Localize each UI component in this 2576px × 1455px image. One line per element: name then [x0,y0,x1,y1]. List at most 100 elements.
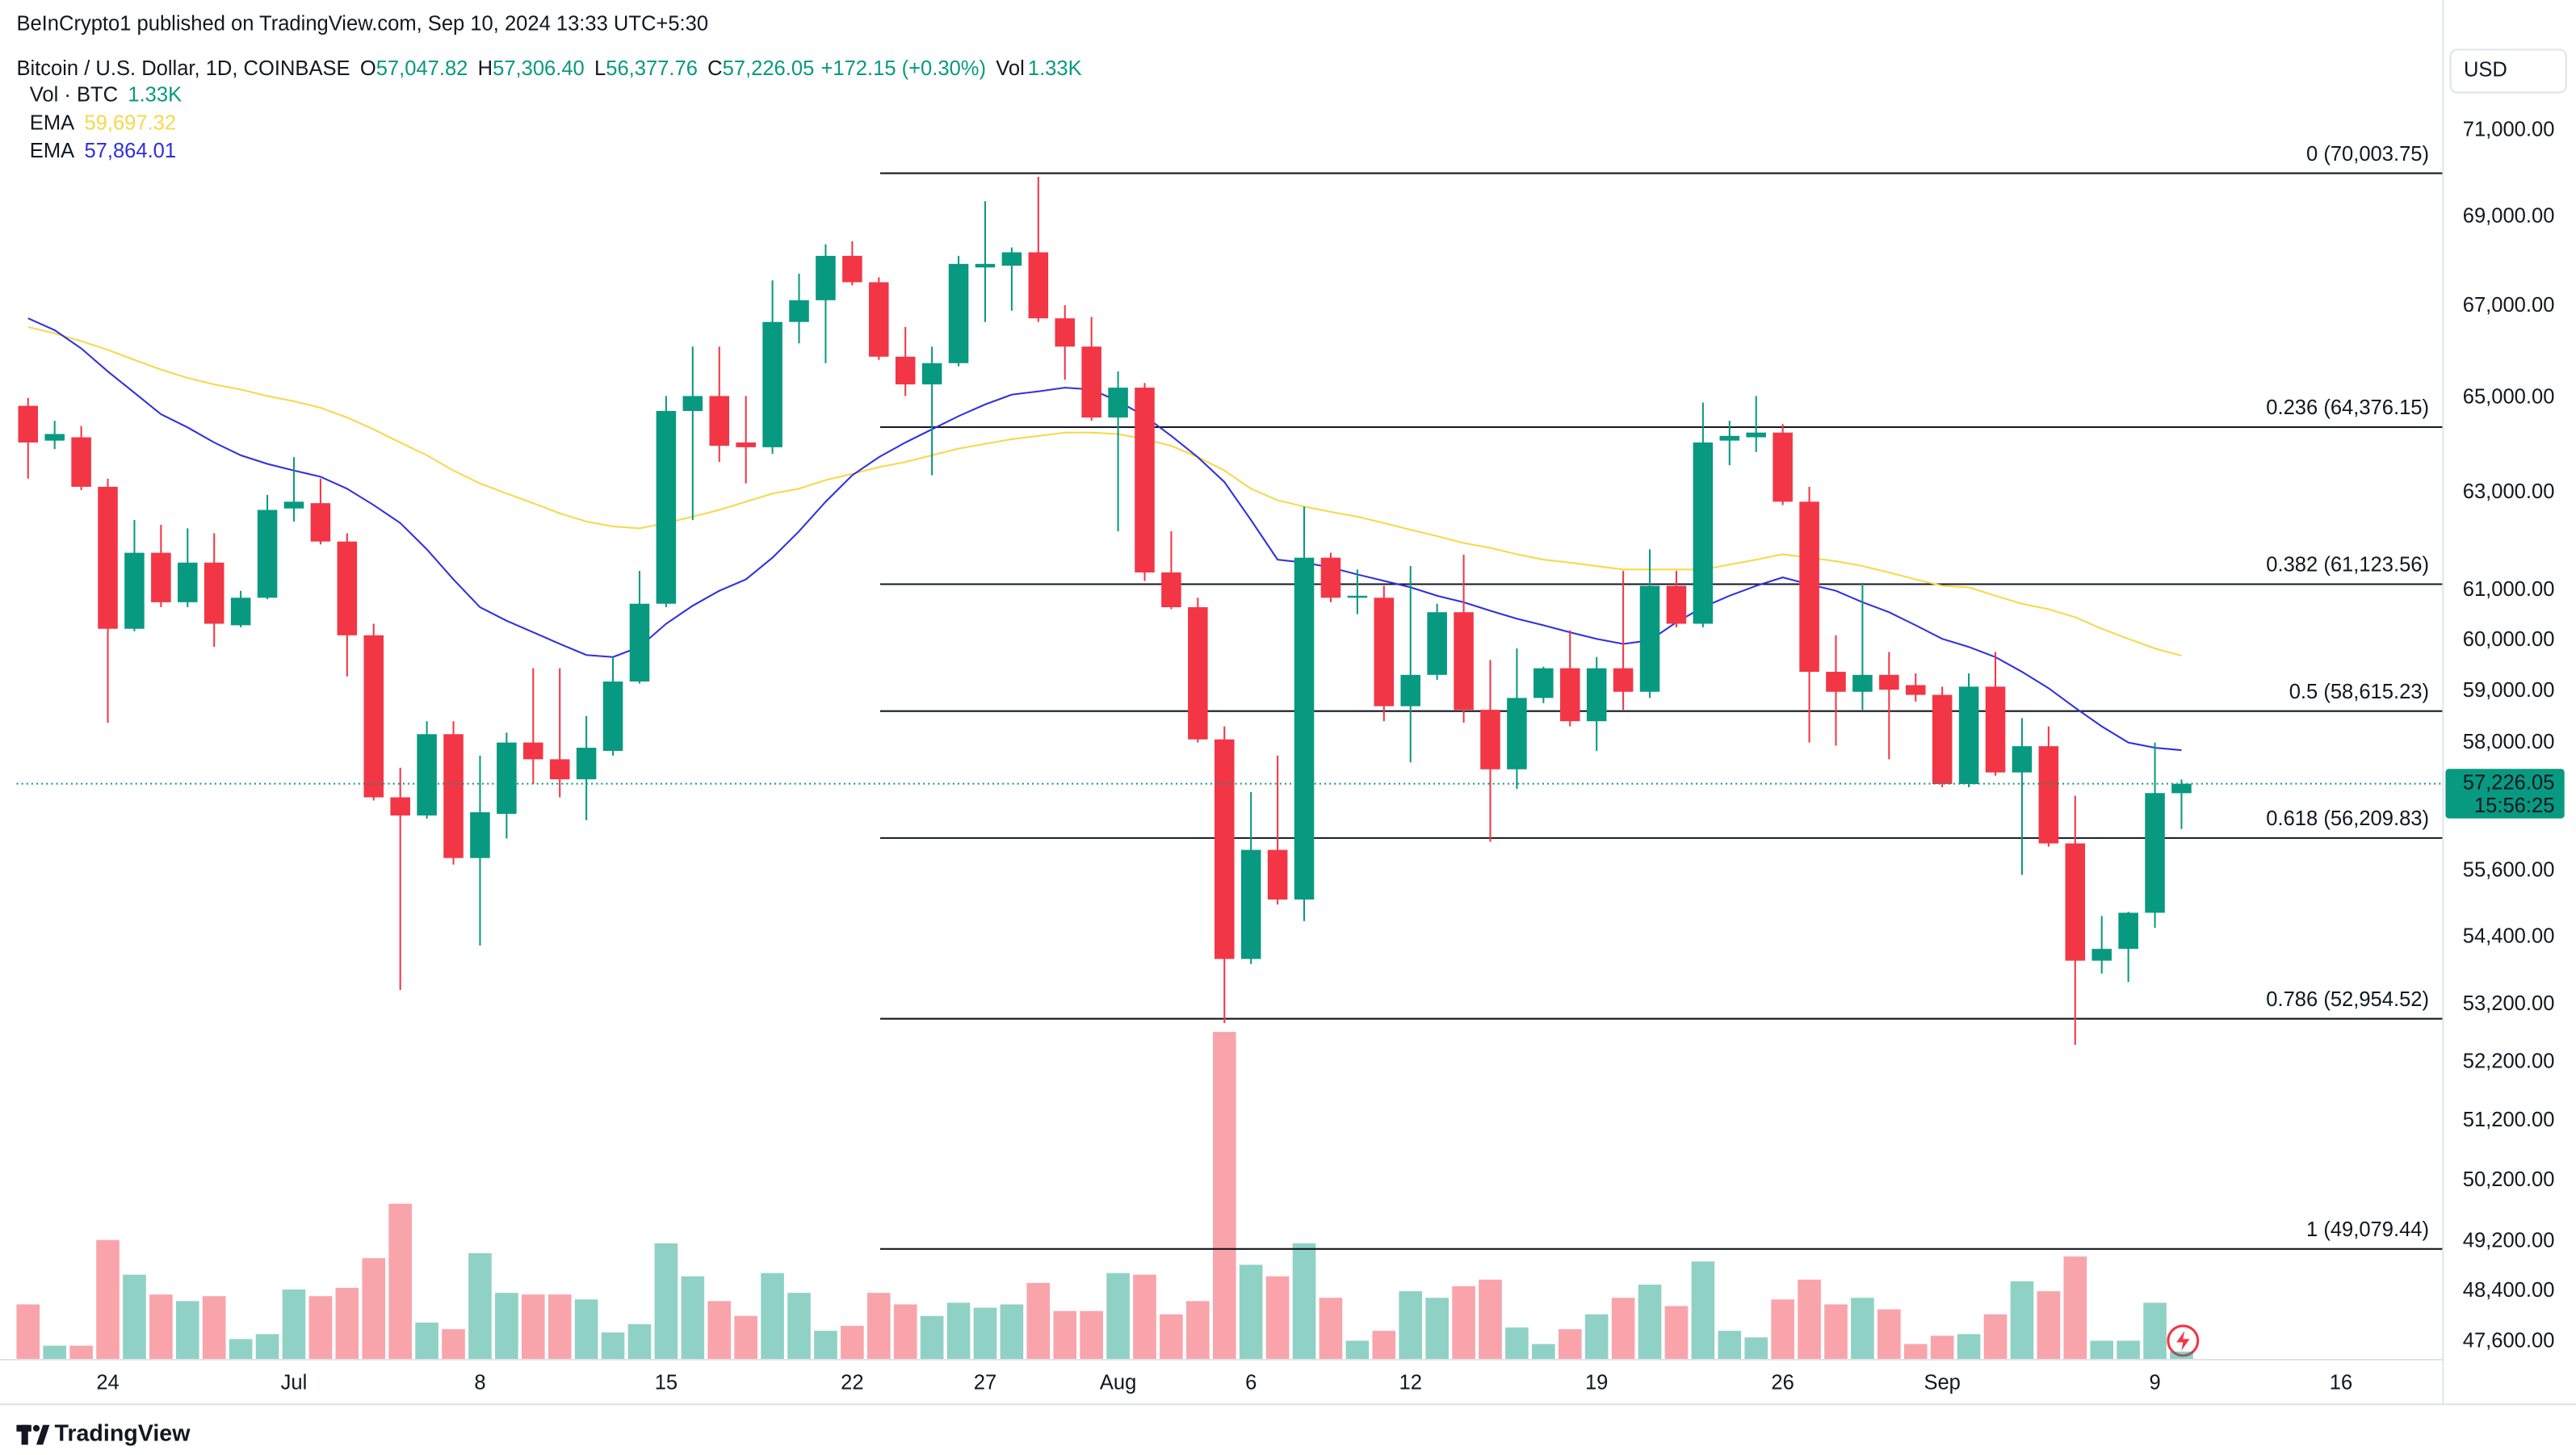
candle-body [98,486,118,629]
legend-volume: Vol · BTC 1.33K [30,83,182,106]
volume-bar [866,1293,891,1359]
candle-body [523,742,543,760]
x-tick-label: 16 [2330,1371,2352,1394]
candle-body [1240,849,1261,959]
candle-body [2012,746,2033,773]
candle-body [1108,388,1128,418]
candle-body [1081,346,1101,418]
candle-body [363,635,384,798]
alert-icon[interactable] [2167,1324,2200,1357]
candle-body [1799,501,1819,673]
y-tick-label: 54,400.00 [2463,925,2555,947]
candle-body [842,255,862,283]
legend-volume-name: Vol · BTC [30,83,118,106]
candle-body [1507,698,1527,769]
volume-bar [1584,1314,1609,1359]
alert-bolt[interactable] [2176,1331,2190,1351]
candle-body [762,321,782,447]
candle-body [2065,843,2086,961]
candle-body [1480,710,1500,769]
legend-vol-key: Vol [996,57,1025,80]
y-tick-label: 58,000.00 [2463,731,2555,753]
volume-bar [1638,1284,1662,1359]
candle-body [1427,612,1447,675]
volume-bar [973,1307,997,1359]
legend-ohlc-value: 57,226.05 [723,57,815,80]
x-tick-label: 19 [1585,1371,1608,1394]
volume-bar [1505,1327,1529,1359]
candle-body [709,396,730,447]
volume-bar [362,1258,386,1359]
currency-label[interactable]: USD [2464,59,2507,82]
volume-bar [2143,1302,2167,1359]
volume-bar [1877,1309,1901,1359]
volume-bar [123,1274,146,1359]
candle-body [1932,694,1953,785]
volume-bar [43,1345,66,1359]
logo-stem [21,1424,28,1445]
legend-volume-value: 1.33K [128,83,182,106]
volume-bar [468,1253,492,1359]
y-tick-label: 71,000.00 [2463,118,2555,140]
volume-bar [1425,1298,1449,1359]
candle-body [390,797,410,816]
candle-body [2118,912,2138,950]
volume-bar [2063,1256,2087,1359]
volume-bar [1372,1331,1396,1359]
volume-bar [548,1294,572,1359]
fib-label: 0.382 (61,123.56) [2266,554,2429,577]
volume-bar [2037,1291,2061,1359]
legend-ema-name: EMA [30,140,74,162]
y-tick-label: 61,000.00 [2463,578,2555,601]
volume-bar [893,1304,917,1359]
volume-bar [574,1299,598,1359]
x-tick-label: 22 [841,1371,863,1394]
currency-button[interactable] [2449,48,2567,94]
legend-ohlc-key: L [594,57,606,80]
x-tick-label: Jul [281,1371,308,1394]
candle-body [417,734,437,816]
volume-bar [627,1324,652,1359]
candle-body [1161,572,1181,608]
candle-body [895,356,916,385]
legend-ohlc-key: C [707,57,722,80]
ema-line [27,325,2182,657]
legend-ohlc-value: 57,047.82 [376,57,468,80]
candle-body [1347,595,1368,598]
ema-line [27,317,2182,752]
candle-body [443,734,464,858]
volume-bar [1212,1032,1236,1359]
legend-ohlc-value: 57,306.40 [493,57,585,80]
legend-ema-value: 59,697.32 [84,111,176,134]
volume-bar [415,1322,438,1359]
volume-bar [1399,1291,1423,1359]
volume-bar [761,1273,784,1359]
volume-bar [282,1289,306,1359]
candle-body [1693,442,1714,624]
y-tick-label: 48,400.00 [2463,1279,2555,1302]
candle-body [151,552,171,602]
volume-bar [1053,1310,1077,1359]
candle-body [1666,585,1687,624]
volume-bar [96,1239,120,1359]
volume-bar [814,1331,837,1359]
candle-body [2171,783,2192,794]
candle-body [1055,318,1076,347]
candle-body [869,282,889,357]
y-tick-label: 60,000.00 [2463,628,2555,651]
fib-label: 1 (49,079.44) [2306,1218,2429,1241]
fib-label: 0 (70,003.75) [2306,143,2429,166]
fib-label: 0.236 (64,376.15) [2266,396,2429,419]
candle-body [310,503,331,542]
volume-bar [1239,1264,1263,1359]
legend-ema: EMA 57,864.01 [30,140,176,162]
x-tick-label: 6 [1245,1371,1257,1394]
legend-ohlc-key: O [360,57,376,80]
volume-bar [1983,1314,2008,1359]
candle-body [1613,668,1634,692]
price-label: 57,226.05 [2463,771,2555,794]
candle-body [975,263,996,268]
y-tick-label: 67,000.00 [2463,294,2555,317]
volume-bar [1479,1279,1502,1359]
